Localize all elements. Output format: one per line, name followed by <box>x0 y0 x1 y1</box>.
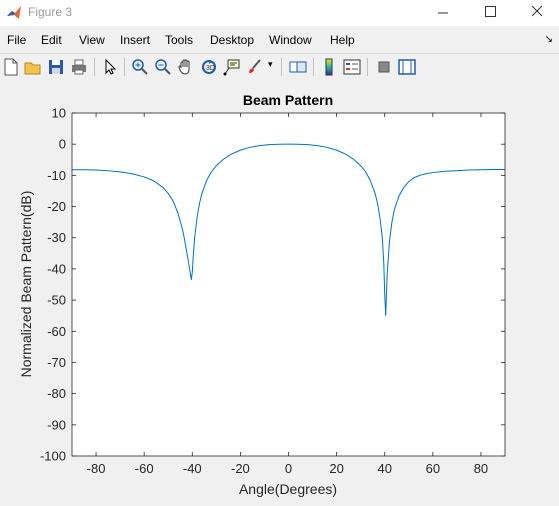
y-tick-label: -10 <box>47 168 66 183</box>
x-axis-label: Angle(Degrees) <box>239 481 337 497</box>
show-plot-tools-icon <box>398 59 416 75</box>
toolbar-separator <box>313 58 314 76</box>
insert-colorbar-button[interactable] <box>319 57 339 77</box>
menu-insert[interactable]: Insert <box>120 33 151 47</box>
toolbar-separator <box>124 58 125 76</box>
beam-pattern-chart: -80 -60 -40 -20 0 20 40 60 80 100-10-20-30-40-50… <box>18 92 506 497</box>
x-tick-label: -40 <box>183 461 202 476</box>
y-tick-label: -40 <box>47 261 66 276</box>
y-axis-ticks: 10 0 -10 -20 -30 -40 -50 -60 -70 -80 -90 -100 <box>40 106 505 464</box>
y-tick-label: -60 <box>47 324 66 339</box>
menu-bar: File Edit View Insert Tools Desktop Wind… <box>0 28 559 52</box>
folder-icon <box>24 62 41 75</box>
pan-button[interactable] <box>176 57 196 77</box>
y-axis-label: Normalized Beam Pattern(dB) <box>18 191 34 378</box>
hand-icon <box>178 59 190 75</box>
figure-canvas: -80 -60 -40 -20 0 20 40 60 80 10 0 -10 -20 -30 -40 -50… <box>0 80 559 501</box>
menu-view[interactable]: View <box>79 33 105 47</box>
toolbar-separator <box>281 58 282 76</box>
menu-tools[interactable]: Tools <box>165 33 194 47</box>
menu-desktop[interactable]: Desktop <box>210 33 255 47</box>
hide-plot-tools-icon <box>378 61 390 73</box>
open-file-button[interactable] <box>23 57 43 77</box>
print-button[interactable] <box>69 57 89 77</box>
y-tick-label: -20 <box>47 199 66 214</box>
plot-area <box>72 113 505 456</box>
rotate-3d-button[interactable]: 3D <box>199 57 219 77</box>
data-cursor-button[interactable] <box>222 57 242 77</box>
link-plot-icon <box>289 61 307 73</box>
edit-plot-button[interactable] <box>100 57 120 77</box>
x-tick-label: 20 <box>329 461 343 476</box>
x-tick-label: 60 <box>426 461 440 476</box>
print-icon <box>72 59 86 75</box>
close-button[interactable] <box>515 0 559 26</box>
close-icon <box>531 5 543 17</box>
y-tick-label: 10 <box>52 106 66 121</box>
menu-help[interactable]: Help <box>330 33 355 47</box>
new-figure-button[interactable] <box>1 57 21 77</box>
y-tick-label: -50 <box>47 293 66 308</box>
rotate-icon: 3D <box>202 60 216 74</box>
svg-text:3D: 3D <box>206 65 215 72</box>
save-icon <box>49 60 63 74</box>
y-tick-label: -100 <box>40 449 66 464</box>
minimize-icon <box>438 12 448 14</box>
chart-title: Beam Pattern <box>243 92 333 108</box>
x-tick-label: -80 <box>87 461 106 476</box>
axes-box <box>71 112 506 457</box>
zoom-in-icon <box>132 59 148 75</box>
menu-window[interactable]: Window <box>269 33 312 47</box>
insert-legend-button[interactable] <box>342 57 362 77</box>
y-tick-label: 0 <box>59 137 66 152</box>
minimize-button[interactable] <box>421 0 465 26</box>
zoom-out-button[interactable] <box>153 57 173 77</box>
data-tip-icon <box>223 59 240 76</box>
y-tick-label: -30 <box>47 230 66 245</box>
matlab-icon <box>7 6 21 19</box>
maximize-icon <box>485 6 496 17</box>
show-plot-tools-button[interactable] <box>397 57 417 77</box>
dock-arrow-icon[interactable]: ↘ <box>544 34 553 45</box>
y-tick-label: -80 <box>47 386 66 401</box>
hide-plot-tools-button[interactable] <box>374 57 394 77</box>
menu-file[interactable]: File <box>7 33 27 47</box>
x-tick-label: -60 <box>135 461 154 476</box>
zoom-out-icon <box>155 59 171 75</box>
figure-toolbar: 3D ▾ <box>0 53 559 81</box>
cursor-arrow-icon <box>105 58 117 75</box>
toolbar-separator <box>367 58 368 76</box>
y-tick-label: -70 <box>47 355 66 370</box>
menu-edit[interactable]: Edit <box>41 33 62 47</box>
brush-icon <box>249 59 261 73</box>
legend-icon <box>343 59 361 75</box>
colorbar-icon <box>325 58 333 76</box>
x-tick-label: 0 <box>285 461 292 476</box>
x-tick-label: 80 <box>474 461 488 476</box>
brush-dropdown-icon[interactable]: ▾ <box>268 59 273 69</box>
x-axis-ticks: -80 -60 -40 -20 0 20 40 60 80 <box>87 113 488 476</box>
y-tick-label: -90 <box>47 417 66 432</box>
x-tick-label: -20 <box>231 461 250 476</box>
x-tick-label: 40 <box>377 461 391 476</box>
maximize-button[interactable] <box>468 0 512 26</box>
beam-pattern-line <box>72 143 505 316</box>
link-plot-button[interactable] <box>288 57 308 77</box>
window-title: Figure 3 <box>28 5 73 19</box>
zoom-in-button[interactable] <box>130 57 150 77</box>
title-bar: Figure 3 <box>0 0 559 26</box>
save-button[interactable] <box>46 57 66 77</box>
toolbar-separator <box>94 58 95 76</box>
new-file-icon <box>4 58 18 76</box>
brush-button[interactable] <box>245 57 265 77</box>
